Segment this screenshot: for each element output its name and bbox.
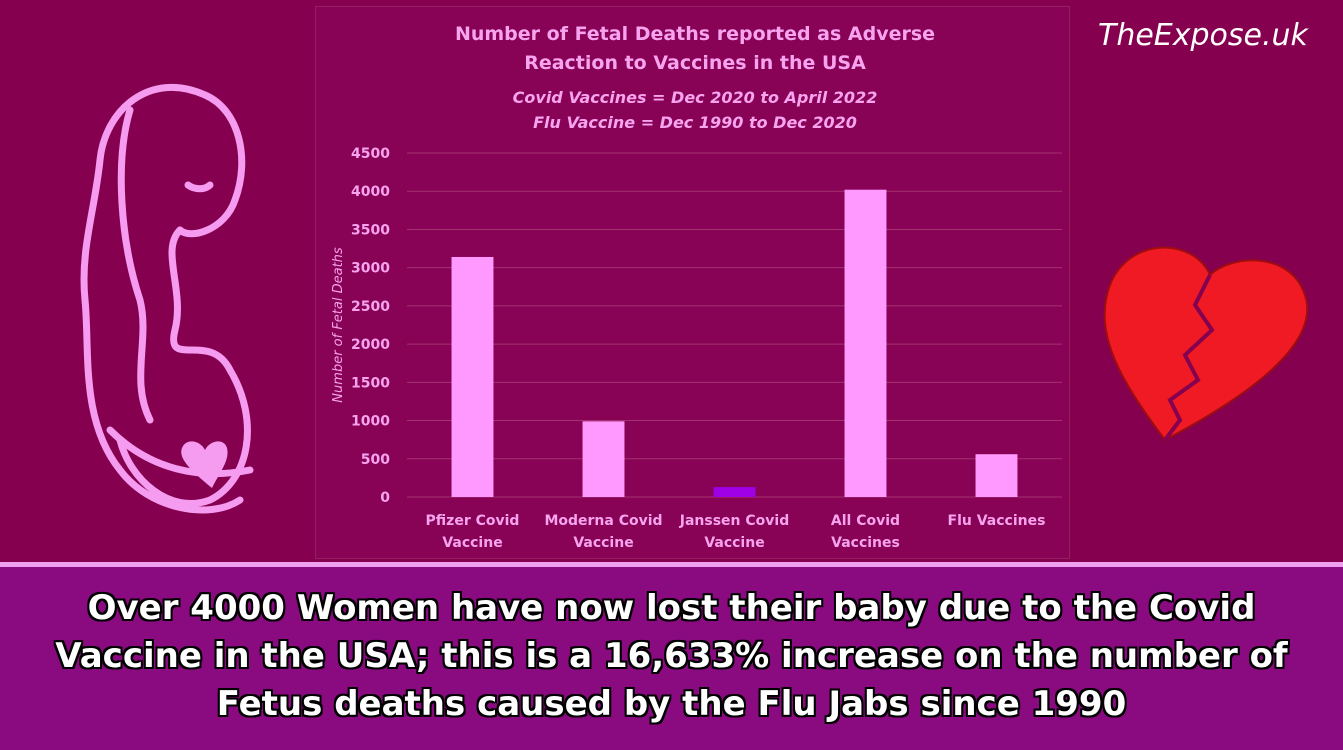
x-tick-label: Pfizer Covid Vaccine <box>410 510 536 554</box>
y-tick-label: 3500 <box>351 222 390 238</box>
y-axis-label: Number of Fetal Deaths <box>331 247 346 403</box>
y-tick-label: 4500 <box>351 146 390 162</box>
source: TheExpose.uk <box>1098 18 1308 53</box>
y-tick-label: 1000 <box>351 414 390 430</box>
bar <box>583 421 625 497</box>
page: 0 500 1000 1500 2000 2500 3000 3500 4000 4500 Numb… <box>0 0 1343 750</box>
bar <box>845 190 887 497</box>
caption: Over 4000 Women have now lost their baby… <box>40 584 1303 728</box>
x-tick-label: Moderna Covid Vaccine <box>541 510 667 554</box>
x-tick-label: All Covid Vaccines <box>803 510 929 554</box>
y-tick-label: 2500 <box>351 299 390 315</box>
bar <box>714 487 756 497</box>
y-tick-label: 1500 <box>351 375 390 391</box>
x-tick-label: Janssen Covid Vaccine <box>672 510 798 554</box>
y-tick-label: 3000 <box>351 261 390 277</box>
x-tick-label: Flu Vaccines <box>934 510 1060 532</box>
y-tick-label: 2000 <box>351 337 390 353</box>
bar <box>452 257 494 497</box>
bar <box>976 454 1018 497</box>
chart-subtitle: Flu Vaccine = Dec 1990 to Dec 2020 <box>415 111 975 135</box>
plot: 0 500 1000 1500 2000 2500 3000 3500 4000 4500 Numb… <box>0 0 1343 560</box>
chart-title: Number of Fetal Deaths reported as Adver… <box>415 20 975 78</box>
y-tick-label: 500 <box>361 452 390 468</box>
y-tick-label: 4000 <box>351 184 390 200</box>
chart-subtitle: Covid Vaccines = Dec 2020 to April 2022 <box>415 86 975 110</box>
y-tick-label: 0 <box>380 490 390 506</box>
